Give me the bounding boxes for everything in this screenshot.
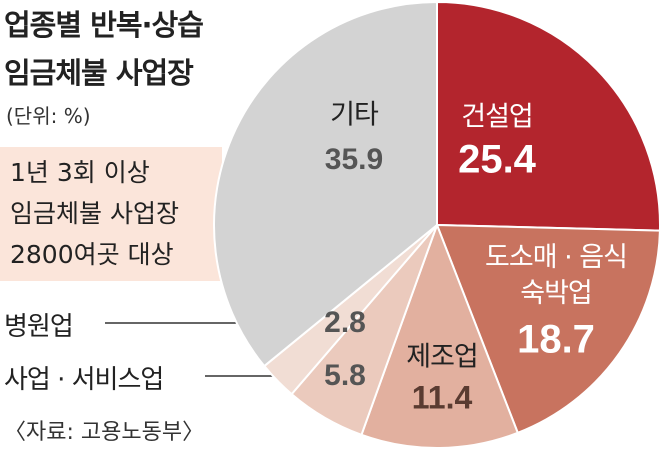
slice-label: 병원업 [4, 312, 74, 342]
pie-slice [360, 222, 520, 449]
value-label: 35.9 [324, 143, 384, 176]
pie-slice [435, 223, 660, 435]
value-label: 11.4 [411, 379, 473, 416]
slice-label: 도소매 · 음식숙박업 [485, 242, 628, 309]
subtitle: (단위: %) [6, 104, 91, 128]
slice-label: 사업 · 서비스업 [4, 365, 164, 395]
note-line: 2800여곳 대상 [10, 240, 174, 269]
slice-label: 건설업 [461, 101, 534, 133]
chart-title: 업종별 반복·상습 [4, 8, 204, 42]
value-label: 25.4 [458, 137, 536, 182]
pie-slice [213, 0, 438, 368]
slice-label: 제조업 [406, 341, 479, 373]
value-label: 5.8 [324, 359, 366, 392]
value-label: 18.7 [517, 317, 595, 362]
source: 〈자료: 고용노동부〉 [4, 420, 205, 445]
slice-label: 기타 [330, 99, 379, 131]
value-label: 2.8 [324, 306, 366, 339]
note: 1년 3회 이상 임금체불 사업장 2800여곳 대상 [10, 152, 179, 275]
pie-slice [436, 0, 660, 232]
note-line: 임금체불 사업장 [10, 199, 179, 228]
chart-title: 임금체불 사업장 [4, 56, 194, 90]
note-box [0, 147, 222, 281]
note-line: 1년 3회 이상 [10, 158, 150, 187]
